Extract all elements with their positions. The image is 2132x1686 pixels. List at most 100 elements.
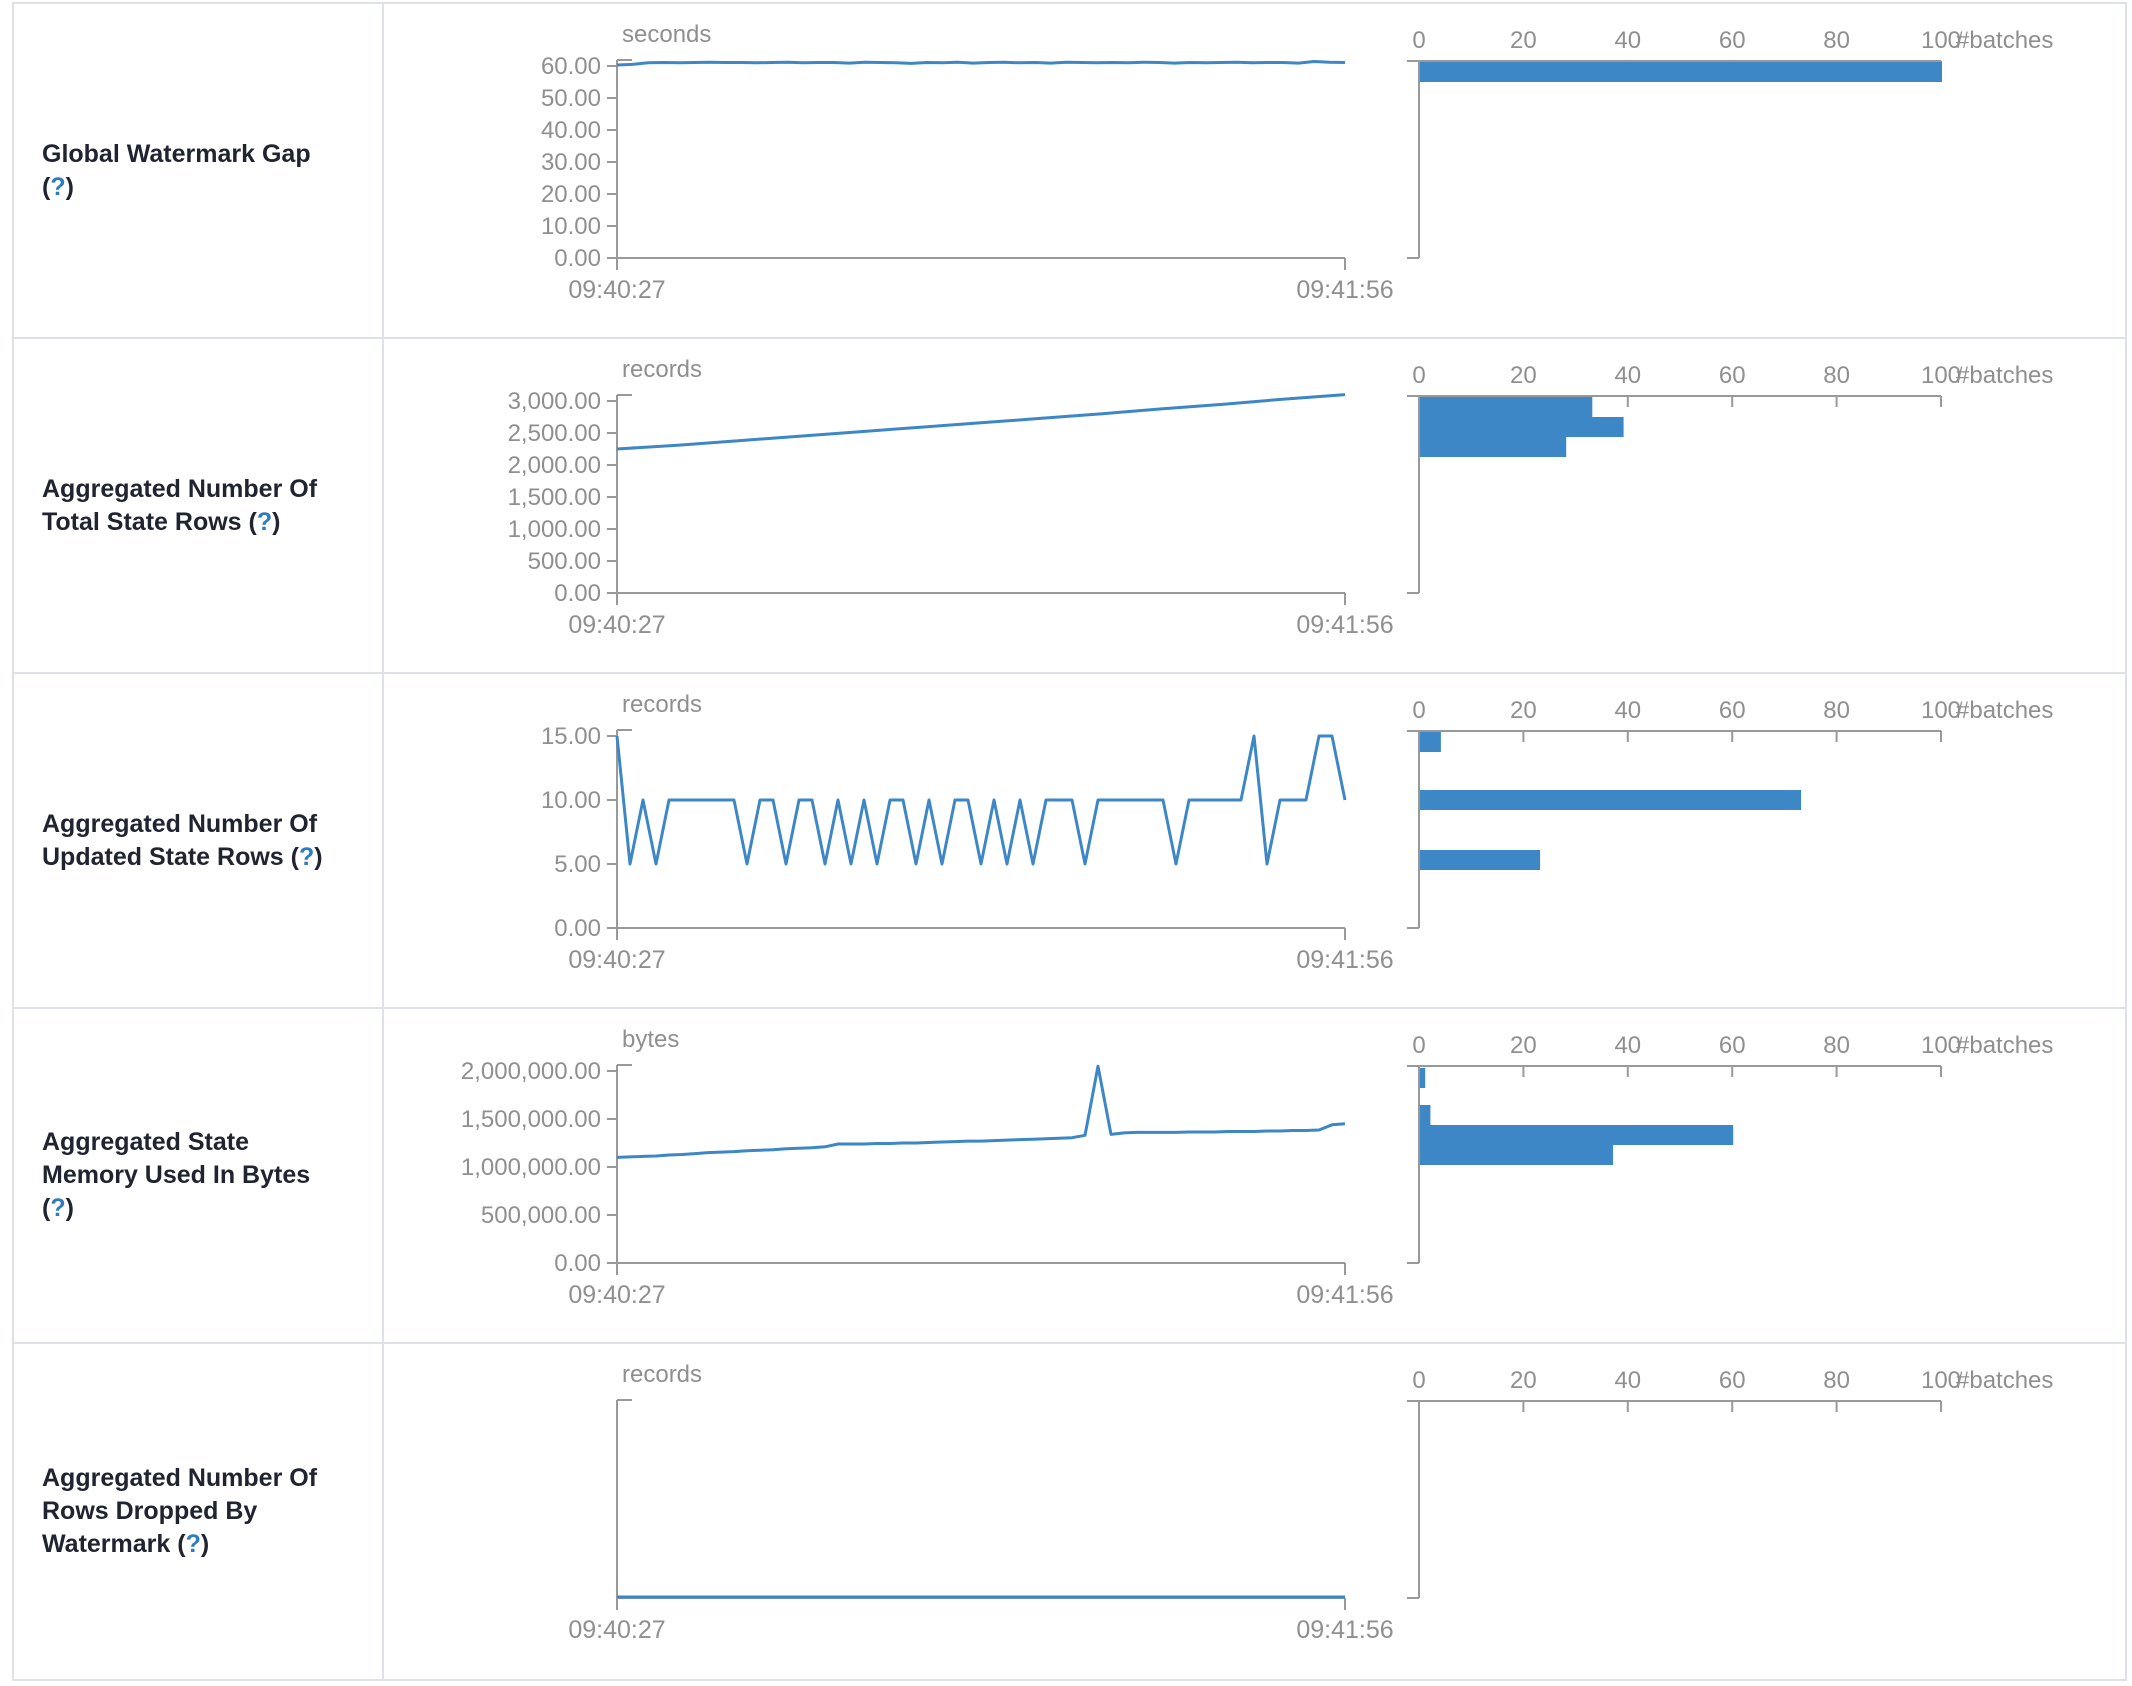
metric-title: Aggregated Number Of Total State Rows (?…	[42, 473, 364, 539]
metric-title: Global Watermark Gap (?)	[42, 138, 364, 204]
hist-tick-label: 0	[1412, 27, 1425, 54]
y-tick-label: 0.00	[554, 915, 601, 942]
metric-title: Aggregated State Memory Used In Bytes (?…	[42, 1126, 364, 1225]
metric-charts-cell: records 15.00 10.00 5.00 0.00 09:40:27 09:41:5…	[384, 674, 2125, 1007]
hist-tick-label: 60	[1719, 1032, 1746, 1059]
metric-label-cell: Aggregated State Memory Used In Bytes (?…	[14, 1009, 384, 1342]
help-parens: (?)	[177, 1530, 210, 1558]
histogram-bar	[1420, 1145, 1614, 1165]
y-tick-label: 2,000.00	[508, 452, 601, 479]
hist-tick-label: 0	[1412, 362, 1425, 389]
y-tick-label: 50.00	[541, 85, 601, 112]
hist-tick-label: 40	[1614, 1032, 1641, 1059]
y-tick-label: 0.00	[554, 245, 601, 272]
batches-label: #batches	[1956, 1367, 2053, 1394]
hist-tick-label: 100	[1921, 1367, 1961, 1394]
batches-label: #batches	[1956, 27, 2053, 54]
histogram-bar	[1420, 1068, 1426, 1088]
histogram-bar	[1420, 790, 1802, 810]
timeline-data-line	[616, 60, 1346, 67]
hist-tick-label: 0	[1412, 697, 1425, 724]
histogram-bar	[1420, 397, 1593, 417]
hist-tick-label: 40	[1614, 27, 1641, 54]
metric-label-cell: Aggregated Number Of Updated State Rows …	[14, 674, 384, 1007]
y-tick-label: 500,000.00	[481, 1202, 601, 1229]
axis-unit-label: records	[622, 356, 702, 383]
state-memory-charts: bytes 2,000,000.00 1,500,000.00 1,000,000.0…	[461, 1026, 2054, 1309]
x-tick-label: 09:41:56	[1296, 611, 1393, 639]
hist-tick-label: 60	[1719, 697, 1746, 724]
x-tick-label: 09:41:56	[1296, 276, 1393, 304]
axis-unit-label: records	[622, 1361, 702, 1388]
axis-unit-label: records	[622, 691, 702, 718]
hist-tick-label: 0	[1412, 1367, 1425, 1394]
metric-charts-cell: records 09:40:27 09:41:56 0 20 40 60 80 100 #batc…	[384, 1344, 2125, 1679]
help-link[interactable]: ?	[298, 842, 315, 871]
hist-tick-label: 100	[1921, 27, 1961, 54]
metric-title-line: Watermark	[42, 1530, 171, 1558]
help-link[interactable]: ?	[185, 1530, 201, 1558]
histogram-bar	[1420, 1125, 1734, 1145]
hist-tick-label: 40	[1614, 1367, 1641, 1394]
hist-tick-label: 80	[1823, 1032, 1850, 1059]
metric-title: Aggregated Number Of Rows Dropped By Wat…	[42, 1462, 364, 1561]
hist-tick-label: 20	[1510, 362, 1537, 389]
help-link[interactable]: ?	[256, 507, 273, 536]
y-tick-label: 0.00	[554, 1250, 601, 1277]
batches-label: #batches	[1956, 697, 2053, 724]
hist-tick-label: 0	[1412, 1032, 1425, 1059]
batches-label: #batches	[1956, 362, 2053, 389]
timeline-data-line	[616, 1064, 1346, 1159]
y-tick-label: 2,500.00	[508, 420, 601, 447]
metric-label-cell: Aggregated Number Of Rows Dropped By Wat…	[14, 1344, 384, 1679]
rows-dropped-charts: records 09:40:27 09:41:56 0 20 40 60 80 100#batc…	[568, 1361, 2053, 1644]
y-tick-label: 40.00	[541, 117, 601, 144]
x-tick-label: 09:40:27	[568, 611, 665, 639]
table-row: Aggregated Number Of Total State Rows (?…	[14, 339, 2125, 674]
watermark-gap-charts: seconds 60.00 50.00 40.00 30.00 20.00 10.00 0.0…	[541, 21, 2053, 304]
help-parens: (?)	[42, 1194, 74, 1222]
histogram-bar	[1420, 850, 1541, 870]
hist-tick-label: 20	[1510, 697, 1537, 724]
y-tick-label: 0.00	[554, 580, 601, 607]
y-tick-label: 5.00	[554, 851, 601, 878]
y-tick-label: 10.00	[541, 213, 601, 240]
y-tick-label: 60.00	[541, 53, 601, 80]
metric-title-line: Aggregated State	[42, 1128, 249, 1156]
x-tick-label: 09:40:27	[568, 276, 665, 304]
y-tick-label: 15.00	[541, 723, 601, 750]
hist-tick-label: 60	[1719, 362, 1746, 389]
hist-tick-label: 20	[1510, 1032, 1537, 1059]
y-tick-label: 1,500.00	[508, 484, 601, 511]
metric-title-line: Global Watermark Gap	[42, 139, 311, 168]
hist-tick-label: 80	[1823, 697, 1850, 724]
metric-title-line: Memory Used In Bytes	[42, 1161, 311, 1189]
help-parens: (?)	[290, 842, 323, 871]
help-link[interactable]: ?	[50, 172, 66, 201]
axis-unit-label: seconds	[622, 21, 711, 48]
x-tick-label: 09:41:56	[1296, 946, 1393, 974]
histogram-bar	[1420, 62, 1942, 82]
y-tick-label: 1,500,000.00	[461, 1106, 601, 1133]
metric-title-line: Aggregated Number Of	[42, 1464, 318, 1492]
table-row: Aggregated Number Of Rows Dropped By Wat…	[14, 1344, 2125, 1679]
hist-tick-label: 40	[1614, 697, 1641, 724]
y-tick-label: 1,000.00	[508, 516, 601, 543]
hist-tick-label: 80	[1823, 27, 1850, 54]
x-tick-label: 09:41:56	[1296, 1616, 1393, 1644]
help-link[interactable]: ?	[50, 1194, 66, 1222]
y-tick-label: 2,000,000.00	[461, 1058, 601, 1085]
x-tick-label: 09:40:27	[568, 1281, 665, 1309]
table-row: Aggregated Number Of Updated State Rows …	[14, 674, 2125, 1009]
y-tick-label: 30.00	[541, 149, 601, 176]
x-tick-label: 09:40:27	[568, 946, 665, 974]
hist-tick-label: 60	[1719, 1367, 1746, 1394]
metric-charts-cell: bytes 2,000,000.00 1,500,000.00 1,000,000.0…	[384, 1009, 2125, 1342]
hist-tick-label: 100	[1921, 362, 1961, 389]
table-row: Global Watermark Gap (?) seconds 60.00 50.…	[14, 4, 2125, 339]
histogram-bar	[1420, 1105, 1431, 1125]
streaming-metrics-table: Global Watermark Gap (?) seconds 60.00 50.…	[12, 2, 2127, 1681]
metric-title: Aggregated Number Of Updated State Rows …	[42, 808, 364, 874]
help-parens: (?)	[248, 507, 281, 536]
hist-tick-label: 100	[1921, 697, 1961, 724]
